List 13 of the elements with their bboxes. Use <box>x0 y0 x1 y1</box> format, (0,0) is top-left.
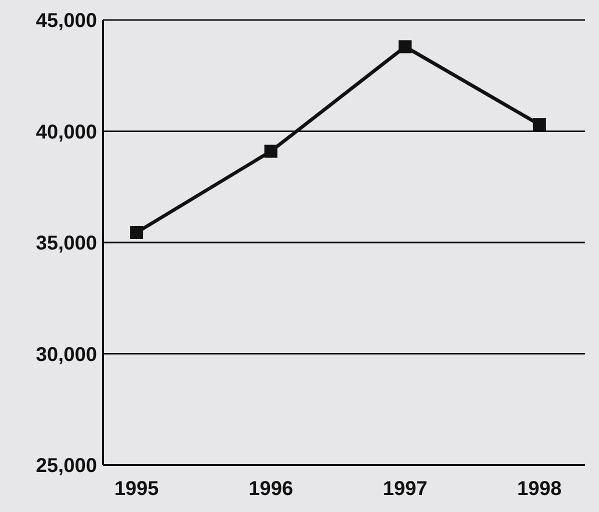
x-tick-label: 1996 <box>248 478 294 500</box>
y-tick-label: 30,000 <box>36 344 97 366</box>
point <box>264 144 278 158</box>
y-tick-label: 45,000 <box>36 10 97 32</box>
point <box>398 40 412 54</box>
x-tick-label: 1998 <box>517 478 562 500</box>
point <box>532 118 546 132</box>
x-tick-label: 1995 <box>114 478 159 500</box>
y-tick-label: 35,000 <box>36 232 97 254</box>
y-tick-label: 40,000 <box>36 121 97 144</box>
x-tick-label: 1997 <box>382 478 428 500</box>
point <box>130 226 144 239</box>
y-tick-label: 25,000 <box>36 455 97 477</box>
